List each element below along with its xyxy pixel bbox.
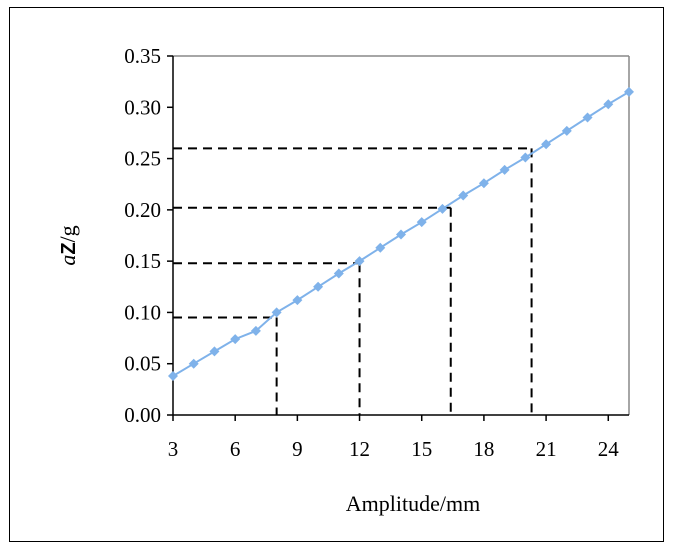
reference-lines <box>173 147 533 415</box>
data-point <box>582 112 593 123</box>
data-point <box>271 307 282 318</box>
plot-area <box>173 55 630 415</box>
data-point <box>458 190 469 201</box>
data-point <box>437 203 448 214</box>
x-tick-label: 3 <box>168 437 179 461</box>
y-tick-label: 0.25 <box>124 147 161 171</box>
y-tick-label: 0.00 <box>124 403 161 427</box>
data-point <box>188 358 199 369</box>
y-axis-title: aZ/g <box>55 225 80 265</box>
y-axis-title-z: Z <box>58 242 80 254</box>
x-tick-label: 15 <box>411 437 432 461</box>
data-point <box>250 325 261 336</box>
y-tick-label: 0.10 <box>124 300 161 324</box>
y-tick-label: 0.15 <box>124 249 161 273</box>
tick-labels: 0.00 0.05 0.10 0.15 0.20 0.25 0.30 0.35 3 6 9 12 15 1… <box>124 44 619 461</box>
data-point <box>209 346 220 357</box>
data-point <box>230 334 241 345</box>
y-axis-title-g: /g <box>55 225 80 242</box>
y-axis-title-a: a <box>55 255 80 266</box>
data-point <box>478 178 489 189</box>
data-point <box>333 268 344 279</box>
data-point <box>168 371 178 382</box>
data-point <box>354 256 365 267</box>
y-tick-label: 0.20 <box>124 198 161 222</box>
data-series <box>168 86 634 382</box>
data-point <box>313 281 324 292</box>
data-point <box>375 242 386 253</box>
data-point <box>561 125 572 136</box>
x-tick-label: 6 <box>230 437 241 461</box>
data-point <box>416 217 427 228</box>
data-point <box>624 86 634 97</box>
x-tick-label: 24 <box>598 437 620 461</box>
line-chart: 0.00 0.05 0.10 0.15 0.20 0.25 0.30 0.35 3 6 9 12 15 1… <box>55 44 634 516</box>
x-tick-label: 18 <box>473 437 494 461</box>
data-point <box>499 164 510 175</box>
chart-frame: 0.00 0.05 0.10 0.15 0.20 0.25 0.30 0.35 3 6 9 12 15 1… <box>9 7 664 542</box>
y-tick-label: 0.05 <box>124 352 161 376</box>
axes <box>167 55 629 421</box>
data-point <box>541 139 552 150</box>
x-tick-label: 12 <box>349 437 370 461</box>
x-axis-title: Amplitude/mm <box>346 491 480 516</box>
y-tick-label: 0.35 <box>124 44 161 68</box>
x-tick-label: 21 <box>536 437 557 461</box>
x-tick-label: 9 <box>292 437 303 461</box>
data-point <box>603 99 614 110</box>
data-point <box>396 229 406 240</box>
data-point <box>520 152 531 163</box>
data-point <box>292 295 303 306</box>
y-tick-label: 0.30 <box>124 95 161 119</box>
